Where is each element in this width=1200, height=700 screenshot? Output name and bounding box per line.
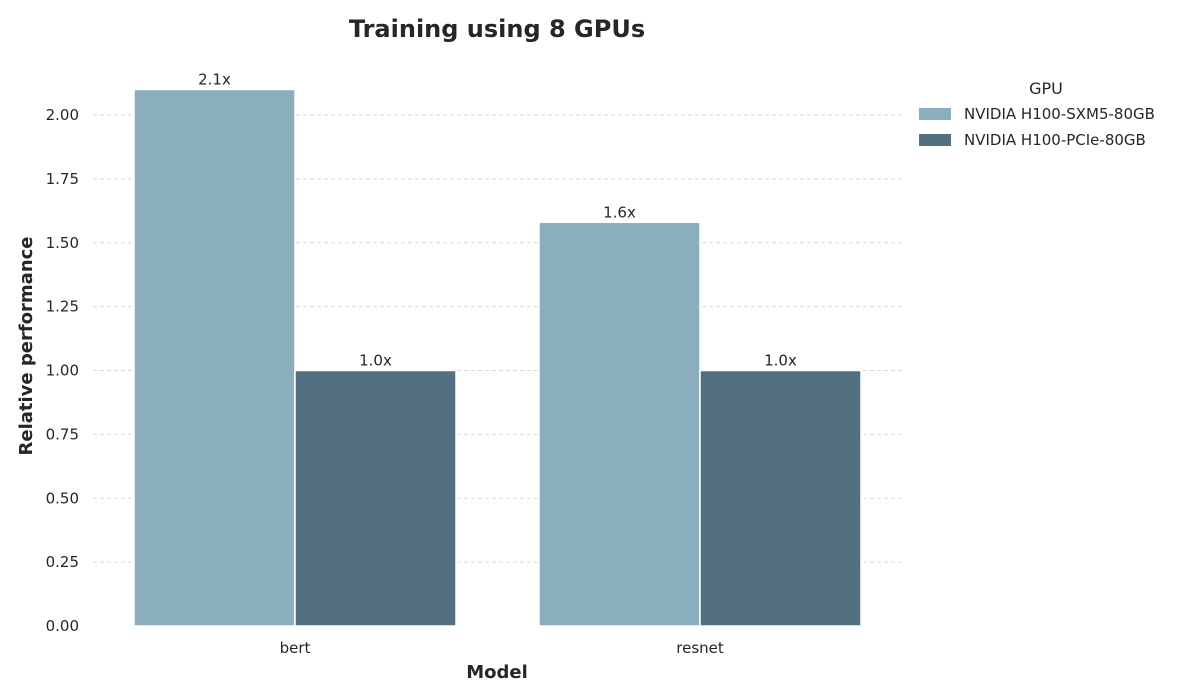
y-axis-label: Relative performance bbox=[16, 236, 37, 455]
x-axis-label: Model bbox=[466, 662, 528, 683]
legend-entry-label: NVIDIA H100-PCIe-80GB bbox=[964, 131, 1146, 149]
y-tick-label: 0.50 bbox=[46, 489, 79, 507]
bar-value-label: 1.0x bbox=[764, 352, 797, 370]
x-tick-label: resnet bbox=[676, 639, 724, 657]
bar bbox=[699, 369, 862, 627]
y-tick-label: 0.25 bbox=[46, 553, 79, 571]
bar bbox=[133, 88, 296, 627]
y-tick-label: 0.75 bbox=[46, 425, 79, 443]
y-tick-label: 1.50 bbox=[46, 234, 79, 252]
x-axis-ticks: bert resnet bbox=[280, 639, 724, 657]
y-tick-label: 1.25 bbox=[46, 298, 79, 316]
legend: GPU NVIDIA H100-SXM5-80GB NVIDIA H100-PCI… bbox=[919, 79, 1155, 149]
x-tick-label: bert bbox=[280, 639, 311, 657]
legend-swatch bbox=[919, 134, 951, 146]
data-labels: 2.1x 1.0x 1.6x 1.0x bbox=[198, 70, 797, 369]
bar bbox=[538, 221, 701, 627]
legend-entry-label: NVIDIA H100-SXM5-80GB bbox=[964, 105, 1155, 123]
bar-value-label: 2.1x bbox=[198, 70, 231, 88]
bar bbox=[294, 369, 457, 627]
y-tick-label: 0.00 bbox=[46, 617, 79, 635]
bar-value-label: 1.6x bbox=[603, 203, 636, 221]
bar-value-label: 1.0x bbox=[359, 352, 392, 370]
y-tick-label: 1.75 bbox=[46, 170, 79, 188]
y-tick-label: 2.00 bbox=[46, 106, 79, 124]
chart-title: Training using 8 GPUs bbox=[349, 15, 645, 43]
y-axis-ticks: 0.00 0.25 0.50 0.75 1.00 1.25 1.50 1.75 2.00 bbox=[46, 106, 79, 635]
bars bbox=[133, 88, 862, 627]
y-tick-label: 1.00 bbox=[46, 362, 79, 380]
legend-title: GPU bbox=[1029, 79, 1063, 98]
legend-swatch bbox=[919, 108, 951, 120]
